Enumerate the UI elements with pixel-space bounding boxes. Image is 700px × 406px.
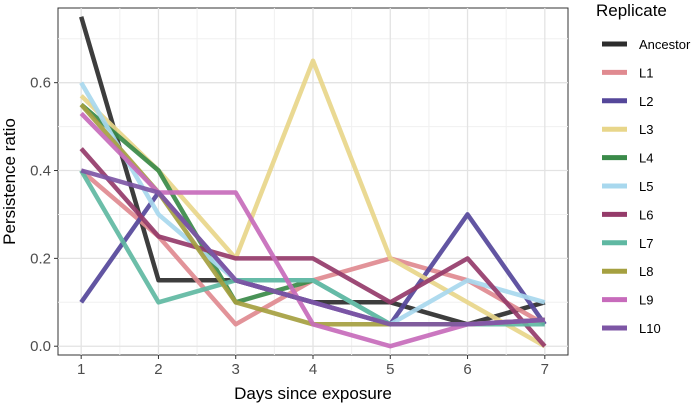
legend-label: L9 bbox=[639, 293, 653, 308]
series-lines bbox=[79, 16, 547, 349]
legend-label: L7 bbox=[639, 236, 653, 251]
legend-label: L2 bbox=[639, 94, 653, 109]
axes: 0.0 0.2 0.4 0.6 1 2 3 4 5 6 7 bbox=[30, 75, 549, 378]
y-tick-label: 0.6 bbox=[30, 75, 51, 92]
legend-item-l10: L10 bbox=[602, 321, 661, 336]
y-tick-label: 0.2 bbox=[30, 250, 51, 267]
legend-label: L3 bbox=[639, 122, 653, 137]
x-tick-label: 3 bbox=[232, 361, 240, 378]
legend: Replicate Ancestor L1 L2 L3 L4 L5 L6 L7 L8 L9 L10 bbox=[596, 1, 691, 336]
legend-item-l6: L6 bbox=[602, 207, 653, 222]
legend-item-l7: L7 bbox=[602, 236, 653, 251]
legend-item-l9: L9 bbox=[602, 293, 653, 308]
legend-label: Ancestor bbox=[639, 37, 691, 52]
legend-label: L6 bbox=[639, 207, 653, 222]
series-line-l6 bbox=[79, 147, 547, 348]
legend-items: Ancestor L1 L2 L3 L4 L5 L6 L7 L8 L9 L10 bbox=[602, 37, 691, 336]
x-tick-label: 6 bbox=[463, 361, 471, 378]
legend-label: L4 bbox=[639, 151, 653, 166]
x-tick-label: 2 bbox=[154, 361, 162, 378]
legend-item-ancestor: Ancestor bbox=[602, 37, 691, 52]
legend-label: L1 bbox=[639, 65, 653, 80]
x-tick-label: 7 bbox=[541, 361, 549, 378]
legend-item-l4: L4 bbox=[602, 151, 653, 166]
legend-item-l2: L2 bbox=[602, 94, 653, 109]
x-tick-label: 5 bbox=[386, 361, 394, 378]
legend-label: L8 bbox=[639, 264, 653, 279]
legend-item-l5: L5 bbox=[602, 179, 653, 194]
x-tick-label: 4 bbox=[309, 361, 317, 378]
legend-item-l3: L3 bbox=[602, 122, 653, 137]
legend-title: Replicate bbox=[596, 1, 667, 20]
grid-lines bbox=[58, 8, 568, 355]
y-axis-title: Persistence ratio bbox=[0, 118, 19, 245]
legend-label: L10 bbox=[639, 321, 661, 336]
legend-item-l8: L8 bbox=[602, 264, 653, 279]
legend-item-l1: L1 bbox=[602, 65, 653, 80]
x-tick-label: 1 bbox=[77, 361, 85, 378]
x-axis-title: Days since exposure bbox=[234, 384, 392, 403]
y-tick-label: 0.0 bbox=[30, 338, 51, 355]
y-tick-label: 0.4 bbox=[30, 163, 51, 180]
legend-label: L5 bbox=[639, 179, 653, 194]
series-line-l10 bbox=[80, 168, 545, 327]
